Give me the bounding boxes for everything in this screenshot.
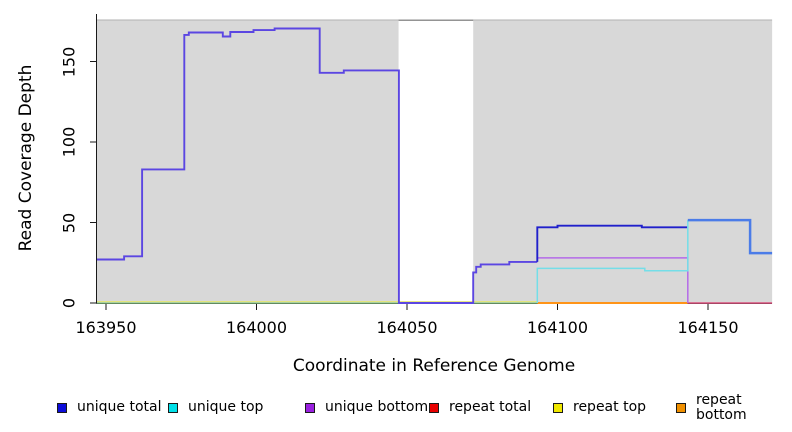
legend-swatch-icon [429, 402, 439, 413]
y-tick-label: 100 [59, 126, 79, 158]
legend-label: repeat top [573, 399, 647, 415]
legend-item: repeat bottom [676, 392, 792, 422]
repeat-region-rect [473, 20, 773, 304]
legend-label: unique top [188, 399, 264, 415]
unique-total-top-blend [687, 218, 773, 255]
x-tick-label: 164150 [677, 318, 739, 337]
unique-total-dark-blue [536, 224, 688, 262]
legend-item: unique bottom [305, 400, 428, 415]
legend-label: unique bottom [325, 399, 429, 415]
legend-item: unique total [57, 400, 161, 415]
legend-item: unique top [168, 400, 263, 415]
y-axis-label: Read Coverage Depth [16, 64, 36, 252]
y-tick-label: 150 [59, 46, 79, 77]
x-tick-label: 164050 [376, 318, 438, 337]
legend-swatch-icon [305, 402, 315, 413]
repeat-region-rect [96, 20, 399, 304]
legend-swatch-icon [676, 402, 686, 413]
x-tick-label: 164000 [225, 318, 288, 337]
x-axis-label: Coordinate in Reference Genome [292, 356, 576, 376]
unique-total-bottom-blend [97, 27, 538, 304]
unique-top-cyan [536, 220, 689, 303]
legend-swatch-icon [553, 402, 563, 413]
y-tick-label: 0 [59, 297, 79, 309]
legend-item: repeat top [553, 400, 646, 415]
legend-swatch-icon [168, 402, 178, 413]
legend-label: unique total [77, 399, 162, 415]
y-tick-label: 50 [59, 212, 79, 233]
legend-label: repeat total [449, 399, 532, 415]
x-tick-label: 164100 [526, 318, 589, 337]
legend-swatch-icon [57, 402, 67, 413]
legend-label: repeat bottom [696, 391, 747, 423]
x-tick-label: 163950 [75, 318, 137, 337]
legend-item: repeat total [429, 400, 531, 415]
